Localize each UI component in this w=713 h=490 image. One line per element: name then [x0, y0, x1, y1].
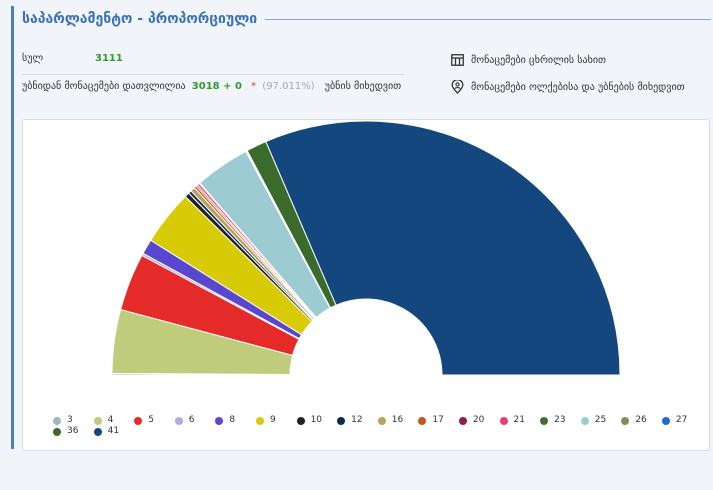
total-label: სულ: [22, 53, 44, 64]
legend-swatch: [93, 427, 102, 436]
legend-item-6[interactable]: 6: [174, 415, 216, 426]
legend-swatch: [458, 416, 467, 425]
legend-item-10[interactable]: 10: [296, 415, 338, 426]
table-icon: [451, 54, 464, 66]
legend-swatch: [377, 416, 386, 425]
legend-item-41[interactable]: 41: [93, 426, 135, 437]
legend-swatch: [580, 416, 589, 425]
legend-label: 17: [432, 415, 444, 425]
legend-swatch: [661, 416, 670, 425]
legend-item-23[interactable]: 23: [540, 415, 581, 426]
legend-label: 9: [269, 415, 276, 425]
legend-swatch: [540, 416, 549, 425]
legend-swatch: [296, 416, 305, 425]
region-view-link[interactable]: მონაცემები ოლქებისა და უბნების მიხედვით: [451, 79, 685, 95]
legend-item-25[interactable]: 25: [580, 415, 622, 426]
legend-swatch: [621, 416, 630, 425]
legend-swatch: [53, 416, 61, 425]
legend-label: 21: [513, 415, 525, 425]
total-row: სულ 3111: [22, 50, 404, 68]
legend-label: 25: [594, 415, 607, 425]
legend-label: 27: [675, 415, 688, 425]
legend-label: 26: [635, 415, 647, 425]
view-links: მონაცემები ცხრილის სახით მონაცემები ოლქე…: [451, 52, 685, 106]
legend-label: 36: [67, 426, 79, 436]
legend-swatch: [53, 427, 61, 436]
total-value: 3111: [95, 53, 123, 64]
legend-label: 16: [391, 415, 404, 425]
legend-label: 41: [107, 426, 120, 436]
legend-swatch: [174, 416, 183, 425]
map-pin-icon: [451, 80, 464, 94]
legend-item-3[interactable]: 3: [53, 415, 94, 426]
counted-suffix: უბნის მიხედვით: [324, 81, 402, 92]
legend-label: 23: [554, 415, 566, 425]
legend-label: 20: [472, 415, 485, 425]
table-view-label[interactable]: მონაცემები ცხრილის სახით: [471, 54, 607, 66]
counted-label: უბნიდან მონაცემები დათვლილია: [22, 81, 186, 92]
legend-swatch: [337, 416, 346, 425]
stats-divider: [22, 74, 404, 75]
legend-label: 12: [351, 415, 363, 425]
legend-label: 5: [148, 415, 154, 425]
legend-item-27[interactable]: 27: [661, 415, 703, 426]
chart-card: 3 4 5 6 8 9 10 12 16 17 20 21 23 25 26 27 36 41: [22, 119, 710, 451]
legend-item-9[interactable]: 9: [255, 415, 297, 426]
legend-item-4[interactable]: 4: [93, 415, 135, 426]
stats-panel: სულ 3111 უბნიდან მონაცემები დათვლილია 30…: [22, 50, 404, 99]
legend-item-17[interactable]: 17: [418, 415, 459, 426]
legend-item-20[interactable]: 20: [458, 415, 500, 426]
chart-legend: 3 4 5 6 8 9 10 12 16 17 20 21 23 25 26 27 36 41: [53, 415, 703, 437]
page-title: საპარლამენტო - პროპორციული: [22, 11, 258, 27]
legend-label: 4: [107, 415, 114, 425]
region-view-label[interactable]: მონაცემები ოლქებისა და უბნების მიხედვით: [471, 81, 685, 93]
counted-percent: (97.011%): [262, 81, 315, 92]
legend-swatch: [134, 416, 143, 425]
section-accent-bar: [11, 6, 14, 449]
legend-item-26[interactable]: 26: [621, 415, 662, 426]
title-underline: [265, 18, 711, 20]
counted-row: უბნიდან მონაცემები დათვლილია 3018 + 0 * …: [22, 81, 404, 99]
legend-swatch: [93, 416, 102, 425]
legend-swatch: [255, 416, 264, 425]
section-header: საპარლამენტო - პროპორციული: [22, 8, 713, 30]
legend-item-12[interactable]: 12: [337, 415, 378, 426]
legend-label: 6: [188, 415, 195, 425]
parliament-chart: [111, 120, 621, 376]
table-view-link[interactable]: მონაცემები ცხრილის სახით: [451, 52, 685, 68]
legend-item-16[interactable]: 16: [377, 415, 419, 426]
legend-item-36[interactable]: 36: [53, 426, 94, 437]
legend-label: 10: [310, 415, 323, 425]
legend-item-8[interactable]: 8: [215, 415, 256, 426]
counted-asterisk: *: [251, 81, 257, 92]
legend-swatch: [215, 416, 224, 425]
legend-label: 3: [67, 415, 73, 425]
legend-label: 8: [229, 415, 236, 425]
slice-41[interactable]: [265, 120, 621, 376]
legend-item-5[interactable]: 5: [134, 415, 175, 426]
legend-item-21[interactable]: 21: [499, 415, 541, 426]
legend-swatch: [418, 416, 427, 425]
counted-value: 3018 + 0: [191, 81, 242, 92]
legend-swatch: [499, 416, 508, 425]
